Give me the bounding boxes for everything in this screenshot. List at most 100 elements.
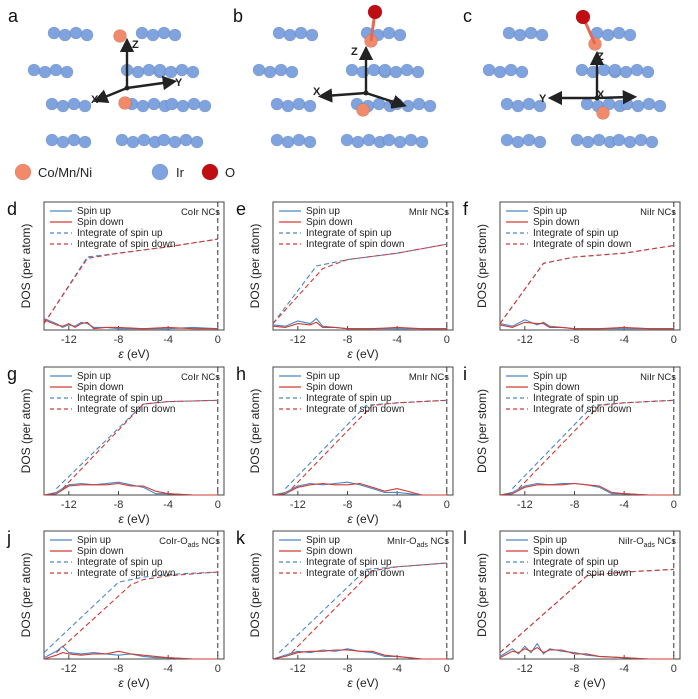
ir-atom <box>67 97 81 111</box>
axis-origin <box>363 90 369 96</box>
system-label: NiIr NCs <box>640 372 676 383</box>
ir-atom <box>575 63 589 77</box>
ir-atom <box>645 135 659 149</box>
series-line-3 <box>272 243 447 324</box>
series-line-1 <box>43 317 218 330</box>
metal-atom <box>113 29 127 43</box>
ir-atom <box>270 97 284 111</box>
axis-origin <box>124 85 130 91</box>
ir-atom <box>274 63 288 77</box>
ir-atom <box>631 99 645 113</box>
ir-atom <box>522 97 536 111</box>
ir-atom <box>642 97 656 111</box>
ir-atom <box>641 65 655 79</box>
legend-label: Spin down <box>306 217 353 228</box>
y-axis-title: DOS (per atom) <box>19 224 33 309</box>
x-tick-label: -4 <box>392 499 402 511</box>
legend-label: Spin down <box>77 546 124 557</box>
plot-frame <box>43 366 225 496</box>
x-tick-label: -12 <box>290 334 306 346</box>
series-line-3 <box>499 244 674 324</box>
series-line-4 <box>499 244 674 324</box>
ir-atom <box>281 99 295 113</box>
system-label: NiIr NCs <box>640 207 676 218</box>
ir-atom <box>504 63 518 77</box>
ir-atom <box>401 99 415 113</box>
y-axis-title: DOS (per stom) <box>475 224 489 308</box>
axis-arrow-y <box>365 91 407 109</box>
x-tick-label: -12 <box>61 334 77 346</box>
ir-atom <box>168 28 182 42</box>
legend-label: Integrate of spin down <box>533 568 631 579</box>
axis-label-y: Y <box>388 99 396 111</box>
ir-atom <box>404 133 418 147</box>
ir-atom <box>500 97 514 111</box>
ir-atom <box>78 99 92 113</box>
ir-atom <box>515 65 529 79</box>
ir-atom <box>270 133 284 147</box>
plot-frame <box>43 201 225 331</box>
ir-atom <box>570 133 584 147</box>
ir-atom <box>362 133 376 147</box>
dos-panel-j: j -12 -8 -4 0 ε (eV) DOS (per atom) Spin upSpin… <box>6 528 225 690</box>
plot-frame <box>272 366 454 496</box>
axis-arrow-x <box>317 88 367 103</box>
ir-atom <box>78 135 92 149</box>
legend-label: Integrate of spin down <box>306 239 404 250</box>
x-tick-label: -4 <box>619 663 629 675</box>
ir-atom <box>303 99 317 113</box>
axis-label-y: Y <box>539 93 547 105</box>
series-line-4 <box>499 568 674 654</box>
ir-atom <box>393 28 407 42</box>
x-tick-label: -4 <box>392 663 402 675</box>
x-tick-label: -8 <box>114 334 124 346</box>
ir-atom <box>533 99 547 113</box>
legend-label: Spin down <box>77 217 124 228</box>
ir-atom <box>80 28 94 42</box>
system-label: NiIr-Oads NCs <box>618 536 676 549</box>
plot-frame <box>499 530 681 660</box>
x-tick-label: 0 <box>215 663 221 675</box>
ir-atom <box>623 135 637 149</box>
ir-atom <box>351 135 365 149</box>
series-line-2 <box>499 321 674 330</box>
y-axis-title: DOS (per atom) <box>248 553 262 638</box>
ir-atom <box>69 26 83 40</box>
plot-frame <box>499 201 681 331</box>
ir-atom <box>157 26 171 40</box>
ir-atom <box>423 99 437 113</box>
ir-atom <box>175 63 189 77</box>
legend-label: Integrate of spin down <box>77 404 175 415</box>
series-line-4 <box>518 399 674 489</box>
ir-atom <box>56 99 70 113</box>
ir-atom <box>511 135 525 149</box>
ir-atom <box>47 26 61 40</box>
x-tick-label: 0 <box>215 334 221 346</box>
panel-label: i <box>463 364 467 384</box>
ir-atom <box>597 63 611 77</box>
legend-label: Integrate of spin down <box>77 239 175 250</box>
axis-origin <box>594 95 600 101</box>
x-tick-label: -4 <box>163 499 173 511</box>
ir-atom <box>292 97 306 111</box>
legend-label: Spin up <box>77 371 111 382</box>
ir-atom <box>45 133 59 147</box>
legend-label: Spin up <box>306 206 340 217</box>
legend-label: Spin down <box>306 382 353 393</box>
x-tick-label: 0 <box>671 663 677 675</box>
ir-atom <box>412 97 426 111</box>
legend-label: Spin up <box>306 535 340 546</box>
dos-panel-k: k -12 -8 -4 0 ε (eV) DOS (per atom) Spin upSpin… <box>236 528 454 690</box>
ir-atom <box>581 135 595 149</box>
ir-atom <box>653 99 667 113</box>
x-tick-label: -12 <box>517 499 533 511</box>
x-axis-title: ε (eV) <box>347 347 378 361</box>
ir-atom <box>153 63 167 77</box>
x-tick-label: -8 <box>343 334 353 346</box>
ir-atom <box>382 26 396 40</box>
ir-atom <box>56 135 70 149</box>
ir-atom <box>623 28 637 42</box>
dos-panel-e: e -12 -8 -4 0 ε (eV) DOS (per atom) Spin upSpin… <box>236 199 454 361</box>
ir-atom <box>38 65 52 79</box>
